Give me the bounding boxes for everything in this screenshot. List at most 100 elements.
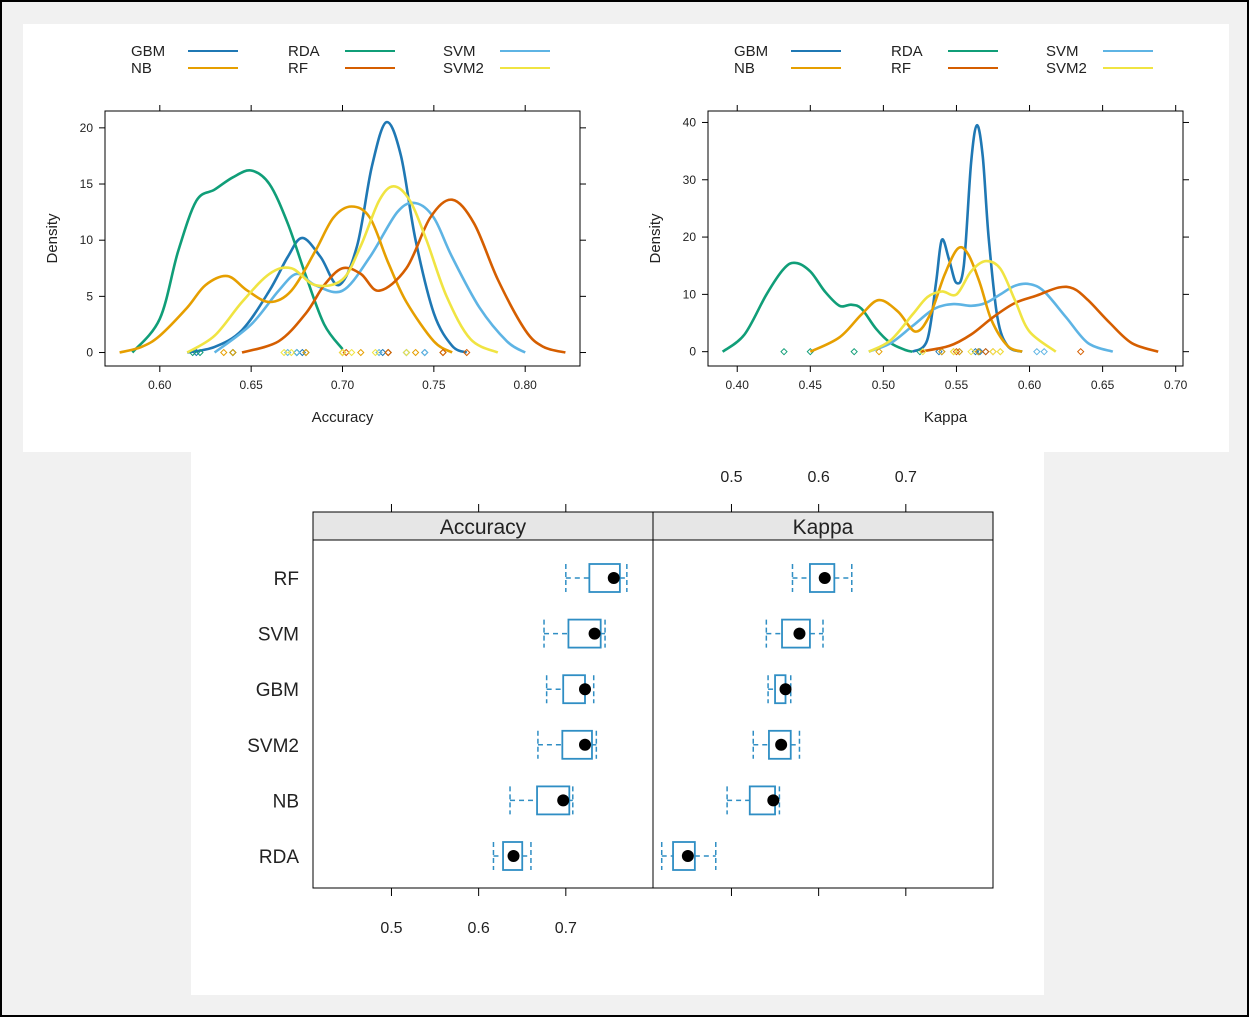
- density-curve-rf: [919, 285, 1159, 353]
- legend-label: SVM2: [1046, 60, 1087, 77]
- y-axis-label: Density: [44, 213, 61, 264]
- density-curve-nb: [809, 245, 1023, 353]
- y-tick-label: 0: [86, 346, 93, 360]
- strip-label: Kappa: [793, 516, 854, 539]
- legend-label: RDA: [891, 43, 923, 60]
- x-tick-label: 0.65: [239, 378, 263, 392]
- legend-label: SVM2: [443, 60, 484, 77]
- category-label-nb: NB: [273, 791, 299, 812]
- x-tick-label: 0.6: [808, 469, 830, 486]
- legend-entry-svm: SVM: [1046, 43, 1153, 60]
- rug-point-gbm: [981, 347, 990, 356]
- rug-point-svm2: [402, 348, 411, 357]
- category-label-svm: SVM: [258, 625, 299, 646]
- x-axis-label: Kappa: [924, 409, 968, 426]
- rug-point-rda: [229, 348, 237, 357]
- box-rf: [565, 563, 628, 593]
- legend-entry-rf: RF: [288, 60, 395, 77]
- x-tick-label: 0.50: [872, 378, 896, 392]
- rug-point-nb: [229, 348, 237, 357]
- legend-label: RF: [891, 60, 911, 77]
- rug-point-svm2: [371, 348, 380, 357]
- density-curve-rda: [721, 261, 913, 353]
- legend-entry-svm2: SVM2: [1046, 60, 1153, 77]
- rug-point-gbm: [402, 348, 411, 357]
- median-dot: [557, 794, 570, 807]
- legend-entry-gbm: GBM: [734, 43, 841, 60]
- rug-point-nb: [220, 348, 228, 357]
- legend-label: NB: [734, 60, 755, 77]
- x-tick-label: 0.70: [331, 378, 355, 392]
- panel-kappa: Kappa 0.5 0.6 0.7: [652, 469, 994, 896]
- box-rf: [791, 563, 853, 593]
- median-dot: [793, 627, 806, 640]
- strip-background: [652, 511, 994, 541]
- x-tick-label: 0.7: [555, 920, 577, 937]
- median-dot: [588, 627, 601, 640]
- plot-frame: [104, 110, 581, 367]
- rug-point-gbm: [229, 348, 237, 357]
- rug-point-svm2: [338, 348, 347, 357]
- box-gbm: [545, 674, 595, 705]
- rug-point-nb: [302, 348, 310, 357]
- median-dot: [818, 572, 831, 584]
- strip-label: Accuracy: [440, 516, 527, 539]
- density-curve-svm: [868, 282, 1114, 353]
- rug-point-rda: [196, 348, 204, 357]
- iqr-box: [561, 729, 593, 760]
- y-tick-label: 15: [80, 177, 94, 191]
- rug-point-rf: [989, 347, 997, 356]
- panel-accuracy: Accuracy 0.5 0.6 0.7: [312, 504, 654, 937]
- median-dot: [579, 683, 591, 696]
- box-svm2: [752, 729, 801, 760]
- category-label-gbm: GBM: [256, 680, 299, 701]
- rug-point-svm2: [280, 348, 288, 357]
- box-gbm: [767, 674, 792, 705]
- box-rda: [660, 841, 717, 871]
- box-nb: [509, 785, 574, 816]
- legend-entry-rda: RDA: [891, 43, 998, 60]
- y-tick-label: 5: [86, 289, 93, 303]
- box-svm: [543, 618, 606, 649]
- rug-point-nb: [974, 347, 983, 356]
- boxplot-panel: Accuracy 0.5 0.6 0.7 Kappa 0.5 0.6 0.7 RF SVM GBM S…: [191, 452, 1044, 995]
- box-nb: [726, 785, 781, 816]
- category-label-svm2: SVM2: [247, 736, 299, 757]
- rug-point-rf: [384, 348, 392, 357]
- density-curve-rf: [241, 198, 566, 354]
- median-dot: [681, 850, 694, 862]
- rug-point-svm2: [996, 347, 1005, 356]
- y-tick-label: 30: [683, 173, 697, 187]
- rug-point-svm2: [989, 347, 997, 356]
- x-tick-label: 0.75: [422, 378, 446, 392]
- bwplot-chart: Accuracy 0.5 0.6 0.7 Kappa 0.5 0.6 0.7 RF SVM GBM S…: [247, 469, 994, 937]
- plot-frame: [707, 110, 1184, 367]
- rug-point-nb: [357, 348, 365, 357]
- legend-entry-svm: SVM: [443, 43, 550, 60]
- box-svm2: [537, 729, 598, 760]
- density-curve-nb: [119, 205, 453, 354]
- rug-point-svm: [1033, 347, 1041, 356]
- rug-point-svm: [293, 348, 301, 357]
- rug-point-svm2: [287, 348, 296, 357]
- legend-entry-rf: RF: [891, 60, 998, 77]
- rug-point-gbm: [935, 347, 943, 356]
- density-curve-svm2: [868, 259, 1057, 353]
- x-axis-label: Accuracy: [312, 409, 374, 426]
- rug-point-svm: [402, 348, 411, 357]
- x-tick-label: 0.60: [148, 378, 172, 392]
- x-tick-label: 0.5: [380, 920, 402, 937]
- rug-point-nb: [411, 348, 420, 357]
- rug-point-rf: [1076, 347, 1085, 356]
- x-tick-label: 0.6: [468, 920, 490, 937]
- legend-label: GBM: [734, 43, 768, 60]
- legend-entry-svm2: SVM2: [443, 60, 550, 77]
- median-dot: [507, 850, 520, 862]
- x-tick-label: 0.5: [720, 469, 742, 486]
- median-dot: [767, 794, 780, 807]
- x-tick-label: 0.80: [514, 378, 538, 392]
- panel-frame: [652, 539, 994, 889]
- x-tick-label: 0.45: [799, 378, 823, 392]
- density-curve-svm: [213, 201, 526, 354]
